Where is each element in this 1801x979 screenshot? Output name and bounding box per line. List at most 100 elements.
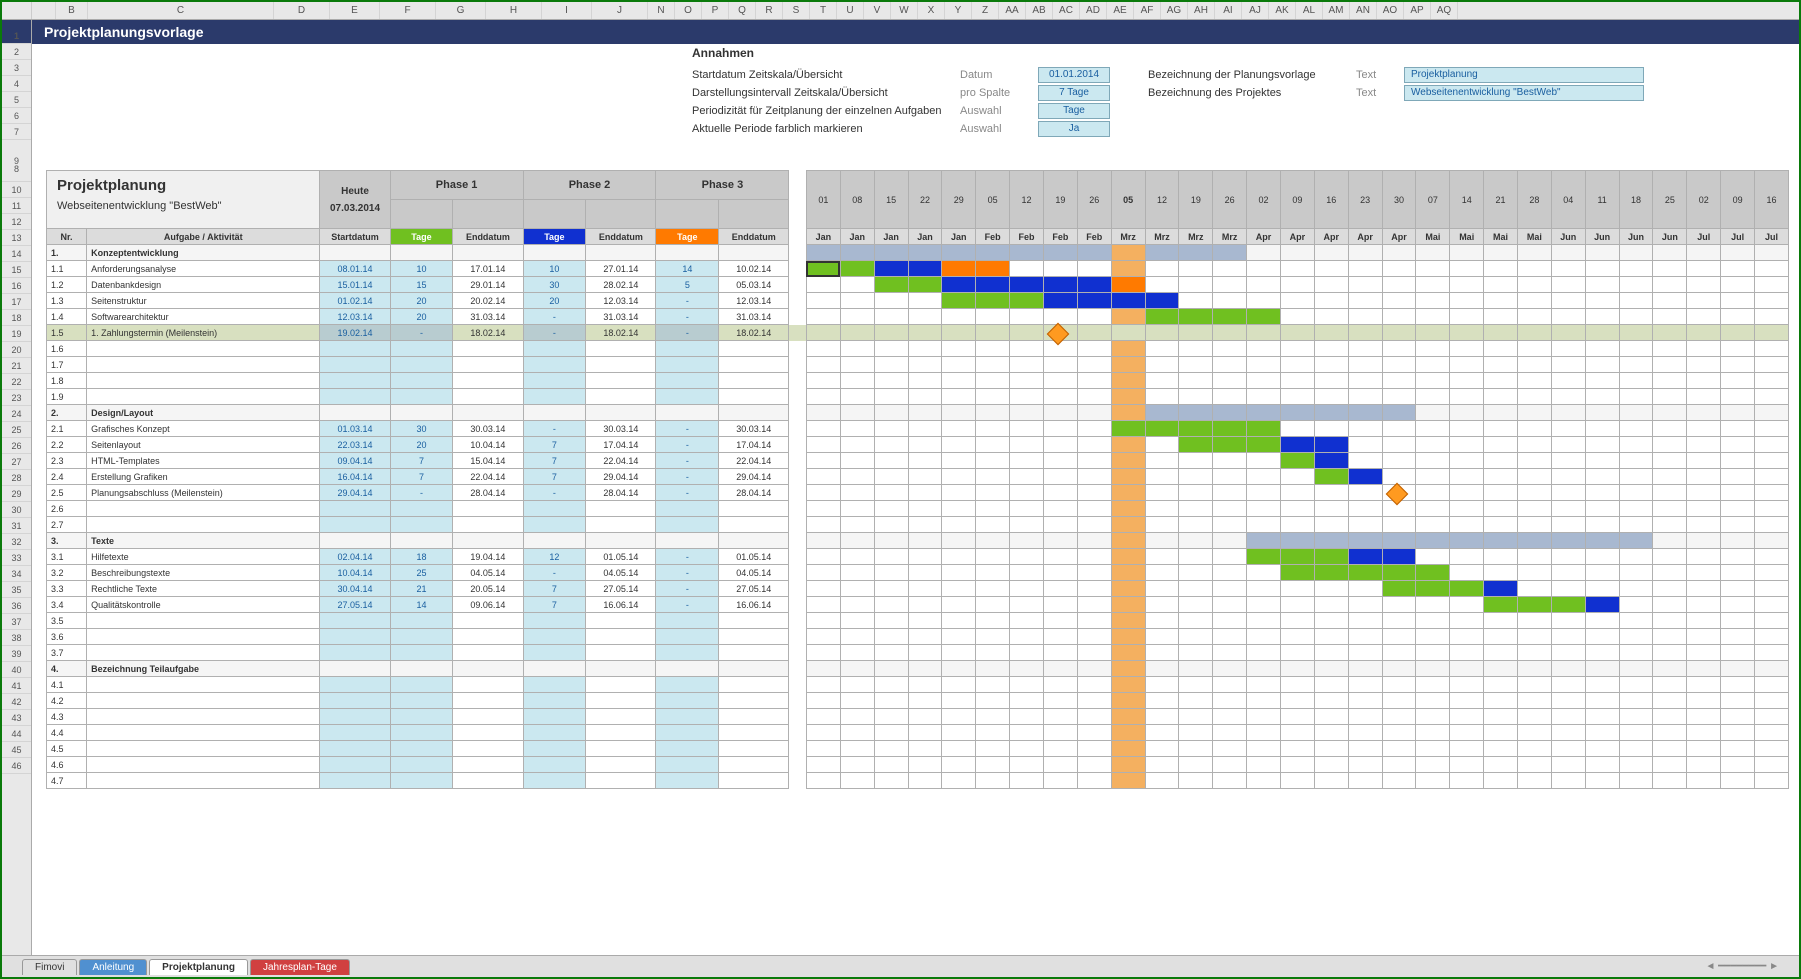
- gantt-cell[interactable]: [1043, 373, 1077, 389]
- assumption-value2[interactable]: Projektplanung: [1404, 67, 1644, 83]
- gantt-cell[interactable]: [1348, 565, 1382, 581]
- gantt-cell[interactable]: [840, 741, 874, 757]
- gantt-cell[interactable]: [1517, 277, 1551, 293]
- gantt-cell[interactable]: [840, 357, 874, 373]
- gantt-cell[interactable]: [1585, 501, 1619, 517]
- gantt-cell[interactable]: [1721, 293, 1755, 309]
- gantt-cell[interactable]: [1314, 261, 1348, 277]
- gantt-cell[interactable]: [1111, 341, 1145, 357]
- gantt-cell[interactable]: [1043, 501, 1077, 517]
- gantt-cell[interactable]: [840, 757, 874, 773]
- gantt-cell[interactable]: [1179, 565, 1213, 581]
- gantt-cell[interactable]: [1653, 581, 1687, 597]
- gantt-cell[interactable]: [1755, 597, 1789, 613]
- row-number[interactable]: 42: [2, 694, 31, 710]
- gantt-cell[interactable]: [1280, 693, 1314, 709]
- gantt-cell[interactable]: [1653, 613, 1687, 629]
- gantt-cell[interactable]: [1416, 485, 1450, 501]
- gantt-cell[interactable]: [1551, 277, 1585, 293]
- gantt-cell[interactable]: [1450, 309, 1484, 325]
- gantt-cell[interactable]: [1755, 325, 1789, 341]
- gantt-cell[interactable]: [1348, 709, 1382, 725]
- gantt-cell[interactable]: [1213, 501, 1247, 517]
- gantt-cell[interactable]: [1517, 309, 1551, 325]
- gantt-cell[interactable]: [1551, 309, 1585, 325]
- row-number[interactable]: 25: [2, 422, 31, 438]
- col-letter[interactable]: AG: [1161, 2, 1188, 19]
- gantt-cell[interactable]: [1247, 517, 1281, 533]
- gantt-cell[interactable]: [1382, 741, 1416, 757]
- row-number[interactable]: 32: [2, 534, 31, 550]
- gantt-cell[interactable]: [1314, 565, 1348, 581]
- gantt-cell[interactable]: [1111, 309, 1145, 325]
- gantt-cell[interactable]: [1111, 757, 1145, 773]
- task-row[interactable]: 2.3HTML-Templates09.04.14715.04.14722.04…: [47, 453, 1789, 469]
- gantt-cell[interactable]: [1213, 581, 1247, 597]
- gantt-cell[interactable]: [1687, 293, 1721, 309]
- gantt-cell[interactable]: [1517, 565, 1551, 581]
- gantt-cell[interactable]: [1247, 325, 1281, 341]
- col-letter[interactable]: F: [380, 2, 436, 19]
- sheet-tab[interactable]: Jahresplan-Tage: [250, 959, 350, 975]
- gantt-cell[interactable]: [1111, 773, 1145, 789]
- gantt-cell[interactable]: [1450, 693, 1484, 709]
- gantt-cell[interactable]: [1145, 773, 1179, 789]
- gantt-cell[interactable]: [1721, 725, 1755, 741]
- gantt-cell[interactable]: [1653, 725, 1687, 741]
- gantt-cell[interactable]: [1145, 629, 1179, 645]
- gantt-cell[interactable]: [874, 261, 908, 277]
- row-number[interactable]: 1: [2, 20, 31, 44]
- gantt-cell[interactable]: [1280, 261, 1314, 277]
- gantt-cell[interactable]: [1077, 613, 1111, 629]
- gantt-cell[interactable]: [1247, 261, 1281, 277]
- gantt-cell[interactable]: [1043, 437, 1077, 453]
- gantt-cell[interactable]: [840, 293, 874, 309]
- gantt-cell[interactable]: [1077, 341, 1111, 357]
- gantt-cell[interactable]: [1755, 309, 1789, 325]
- gantt-cell[interactable]: [1043, 741, 1077, 757]
- gantt-cell[interactable]: [1145, 613, 1179, 629]
- row-number[interactable]: 5: [2, 92, 31, 108]
- gantt-cell[interactable]: [1348, 485, 1382, 501]
- gantt-cell[interactable]: [1551, 421, 1585, 437]
- gantt-cell[interactable]: [1687, 469, 1721, 485]
- gantt-cell[interactable]: [1619, 709, 1653, 725]
- gantt-cell[interactable]: [908, 309, 942, 325]
- gantt-cell[interactable]: [1280, 725, 1314, 741]
- row-number[interactable]: 9: [2, 140, 31, 182]
- gantt-cell[interactable]: [1585, 773, 1619, 789]
- gantt-cell[interactable]: [1314, 357, 1348, 373]
- gantt-cell[interactable]: [1721, 309, 1755, 325]
- gantt-cell[interactable]: [908, 469, 942, 485]
- gantt-cell[interactable]: [840, 645, 874, 661]
- gantt-cell[interactable]: [1517, 645, 1551, 661]
- gantt-cell[interactable]: [1585, 309, 1619, 325]
- gantt-cell[interactable]: [1247, 501, 1281, 517]
- gantt-cell[interactable]: [1280, 581, 1314, 597]
- gantt-cell[interactable]: [1755, 277, 1789, 293]
- gantt-cell[interactable]: [1450, 597, 1484, 613]
- gantt-cell[interactable]: [874, 469, 908, 485]
- gantt-cell[interactable]: [1314, 757, 1348, 773]
- gantt-cell[interactable]: [942, 597, 976, 613]
- gantt-cell[interactable]: [1653, 517, 1687, 533]
- gantt-cell[interactable]: [1484, 549, 1518, 565]
- row-number[interactable]: 12: [2, 214, 31, 230]
- gantt-cell[interactable]: [1416, 693, 1450, 709]
- gantt-cell[interactable]: [1247, 293, 1281, 309]
- gantt-cell[interactable]: [1179, 693, 1213, 709]
- gantt-cell[interactable]: [1077, 741, 1111, 757]
- gantt-cell[interactable]: [1077, 629, 1111, 645]
- gantt-cell[interactable]: [1585, 357, 1619, 373]
- gantt-cell[interactable]: [1010, 469, 1044, 485]
- gantt-cell[interactable]: [1755, 341, 1789, 357]
- gantt-cell[interactable]: [1043, 277, 1077, 293]
- gantt-cell[interactable]: [1145, 693, 1179, 709]
- gantt-cell[interactable]: [1179, 437, 1213, 453]
- gantt-cell[interactable]: [1755, 741, 1789, 757]
- gantt-cell[interactable]: [1585, 645, 1619, 661]
- gantt-cell[interactable]: [1179, 597, 1213, 613]
- gantt-cell[interactable]: [1382, 581, 1416, 597]
- col-letter[interactable]: AQ: [1431, 2, 1458, 19]
- gantt-cell[interactable]: [840, 453, 874, 469]
